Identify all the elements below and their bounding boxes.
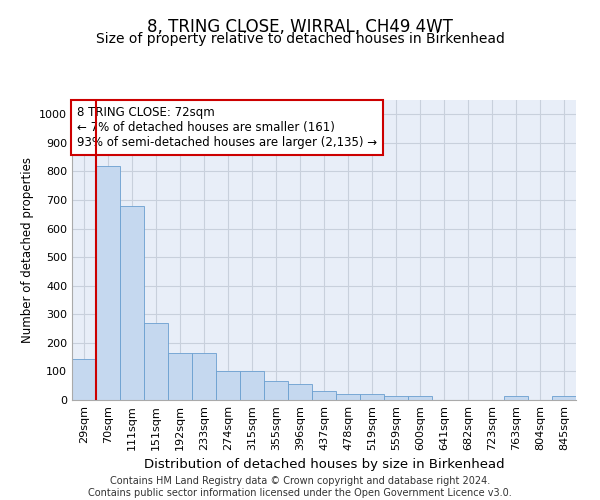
Bar bbox=[144, 323, 168, 400]
Text: Size of property relative to detached houses in Birkenhead: Size of property relative to detached ho… bbox=[95, 32, 505, 46]
Bar bbox=[312, 392, 336, 400]
Bar bbox=[336, 394, 360, 400]
Bar bbox=[504, 396, 528, 400]
Bar bbox=[288, 384, 312, 400]
Bar bbox=[120, 206, 144, 400]
Text: Contains HM Land Registry data © Crown copyright and database right 2024.
Contai: Contains HM Land Registry data © Crown c… bbox=[88, 476, 512, 498]
Text: 8 TRING CLOSE: 72sqm
← 7% of detached houses are smaller (161)
93% of semi-detac: 8 TRING CLOSE: 72sqm ← 7% of detached ho… bbox=[77, 106, 377, 149]
Bar bbox=[96, 166, 120, 400]
Bar bbox=[552, 396, 576, 400]
Y-axis label: Number of detached properties: Number of detached properties bbox=[20, 157, 34, 343]
Bar bbox=[192, 353, 216, 400]
X-axis label: Distribution of detached houses by size in Birkenhead: Distribution of detached houses by size … bbox=[143, 458, 505, 471]
Bar bbox=[216, 372, 240, 400]
Bar bbox=[408, 396, 432, 400]
Bar bbox=[384, 396, 408, 400]
Bar bbox=[72, 359, 96, 400]
Bar bbox=[360, 394, 384, 400]
Bar bbox=[168, 353, 192, 400]
Text: 8, TRING CLOSE, WIRRAL, CH49 4WT: 8, TRING CLOSE, WIRRAL, CH49 4WT bbox=[147, 18, 453, 36]
Bar bbox=[240, 372, 264, 400]
Bar bbox=[264, 382, 288, 400]
